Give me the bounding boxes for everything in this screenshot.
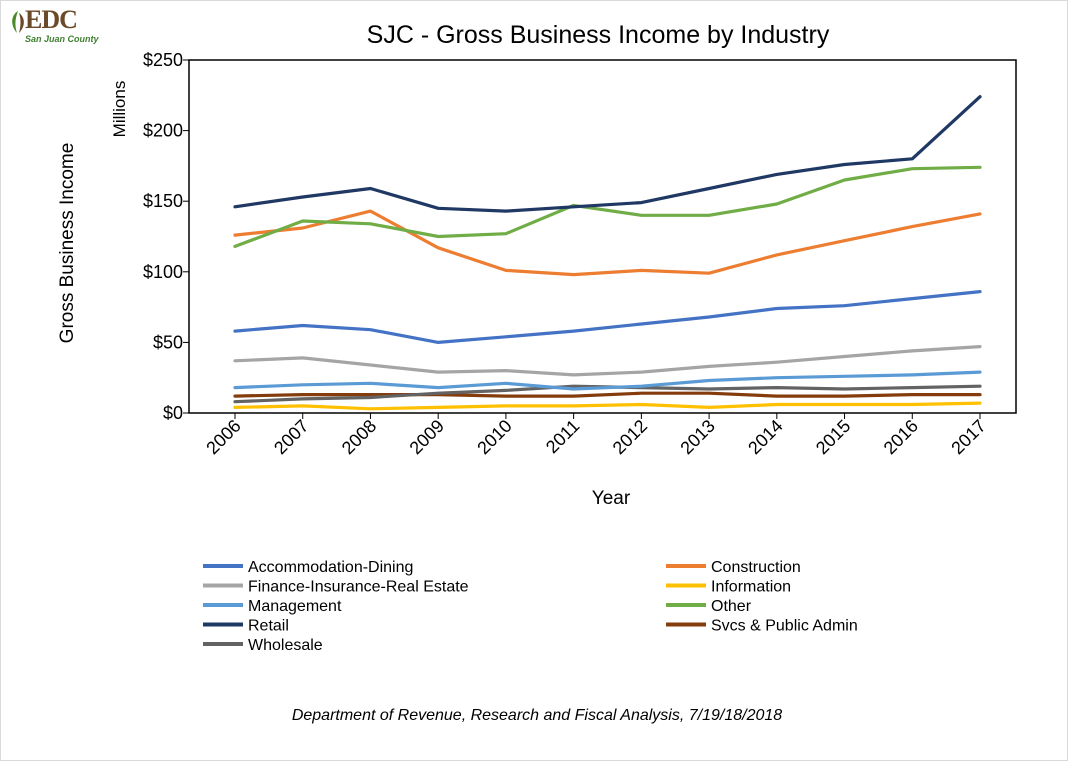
series-line-construction xyxy=(233,209,982,277)
x-tick-label: 2012 xyxy=(609,416,651,458)
legend-label: Construction xyxy=(711,559,801,576)
x-tick-label: 2017 xyxy=(947,416,989,458)
legend-label: Accommodation-Dining xyxy=(248,559,413,576)
x-tick-label: 2006 xyxy=(202,416,244,458)
x-tick-label: 2011 xyxy=(542,416,584,458)
x-tick-label: 2010 xyxy=(473,416,515,458)
leaf-icon xyxy=(12,11,24,33)
chart-title: SJC - Gross Business Income by Industry xyxy=(367,21,830,49)
series-lines xyxy=(233,95,982,411)
legend-label: Wholesale xyxy=(248,637,323,654)
y-tick-label: $150 xyxy=(143,191,183,211)
y-axis: $0 $50 $100 $150 $200 $250 xyxy=(143,50,189,423)
series-line-accommodation-dining xyxy=(233,290,982,344)
series-line-information xyxy=(233,401,982,411)
y-tick-label: $250 xyxy=(143,50,183,70)
y-tick-label: $50 xyxy=(153,332,183,352)
x-tick-label: 2015 xyxy=(812,416,854,458)
series-line-management xyxy=(233,370,982,391)
y-axis-label: Gross Business Income xyxy=(57,143,78,344)
legend-label: Other xyxy=(711,598,752,615)
x-tick-label: 2008 xyxy=(338,416,380,458)
y-tick-label: $0 xyxy=(163,403,183,423)
legend: Accommodation-Dining Construction Finance-… xyxy=(203,559,858,654)
plot-area xyxy=(188,59,1017,414)
edc-logo: EDC San Juan County xyxy=(9,5,99,44)
legend-label: Svcs & Public Admin xyxy=(711,618,858,635)
series-line-retail xyxy=(233,95,982,213)
x-tick-label: 2009 xyxy=(406,416,448,458)
x-tick-label: 2016 xyxy=(880,416,922,458)
y-unit-label: Millions xyxy=(110,81,129,138)
x-tick-label: 2014 xyxy=(744,416,786,458)
logo-subtitle: San Juan County xyxy=(25,34,99,44)
x-tick-label: 2007 xyxy=(270,416,312,458)
logo-text: EDC xyxy=(25,5,78,34)
x-axis: 2006 2007 2008 2009 2010 2011 2012 2013 2014 2015… xyxy=(202,413,990,458)
source-note: Department of Revenue, Research and Fisc… xyxy=(292,707,782,724)
x-tick-label: 2013 xyxy=(676,416,718,458)
x-axis-label: Year xyxy=(592,488,631,509)
series-line-svcs-public-admin xyxy=(233,391,982,398)
legend-label: Finance-Insurance-Real Estate xyxy=(248,579,469,596)
legend-label: Information xyxy=(711,579,791,596)
legend-label: Retail xyxy=(248,618,289,635)
series-line-other xyxy=(233,165,982,248)
y-tick-label: $100 xyxy=(143,262,183,282)
y-tick-label: $200 xyxy=(143,121,183,141)
series-line-finance-insurance-real-estate xyxy=(233,345,982,377)
legend-label: Management xyxy=(248,598,342,615)
